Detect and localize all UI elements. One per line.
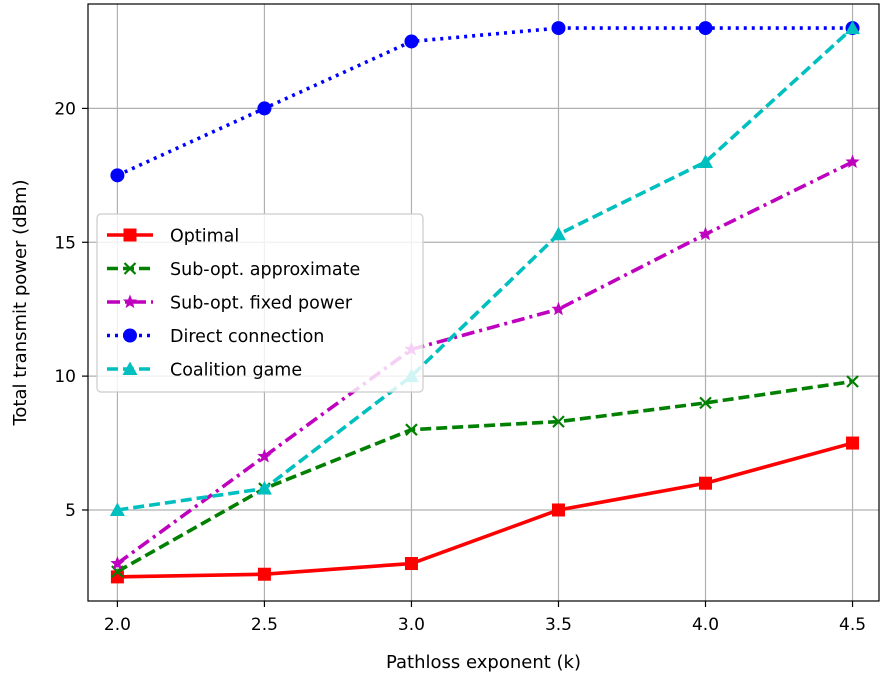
series-optimal <box>110 436 860 584</box>
legend-label: Optimal <box>170 227 239 247</box>
legend-label: Direct connection <box>170 327 324 347</box>
data-point <box>257 567 271 581</box>
data-point <box>404 557 418 571</box>
data-point <box>405 423 418 436</box>
data-point <box>845 20 861 35</box>
data-point <box>550 226 566 241</box>
legend-label: Coalition game <box>170 361 302 381</box>
data-point <box>551 503 565 517</box>
y-tick-label: 5 <box>65 501 76 521</box>
data-point <box>552 415 565 428</box>
data-point <box>257 448 272 463</box>
legend-item: Sub-opt. approximate <box>107 260 360 280</box>
series-layer <box>109 20 861 584</box>
x-tick-label: 2.0 <box>104 615 131 635</box>
series-line <box>116 160 854 565</box>
data-point <box>110 556 125 570</box>
data-point <box>404 34 419 49</box>
data-point <box>257 101 272 116</box>
x-tick-label: 4.5 <box>839 615 866 635</box>
y-tick-label: 10 <box>54 367 76 387</box>
y-axis-title: Total transmit power (dBm) <box>10 179 31 426</box>
series-line <box>116 379 853 574</box>
x-axis-title: Pathloss exponent (k) <box>386 652 581 673</box>
legend-label: Sub-opt. fixed power <box>170 294 353 314</box>
legend-item: Coalition game <box>107 361 302 381</box>
legend-marker <box>122 361 138 375</box>
y-axis: 5 10 15 20 <box>54 99 88 521</box>
data-point <box>698 154 714 168</box>
legend-label: Sub-opt. approximate <box>170 260 360 280</box>
data-point <box>846 436 860 450</box>
series-sub-opt-approximate <box>111 375 859 578</box>
x-tick-label: 2.5 <box>251 615 278 635</box>
legend-marker <box>123 262 137 275</box>
series-direct-connection <box>110 21 860 183</box>
data-point <box>699 476 713 490</box>
legend-marker <box>123 228 137 242</box>
legend-item: Optimal <box>107 227 239 247</box>
x-tick-label: 4.0 <box>692 615 719 635</box>
data-point <box>551 21 566 36</box>
data-point <box>110 168 125 183</box>
y-tick-label: 20 <box>54 99 76 119</box>
data-point <box>698 21 713 36</box>
y-tick-label: 15 <box>54 233 76 253</box>
data-point <box>846 375 859 388</box>
legend: Optimal Sub-opt. approximate Sub-opt. fixe… <box>96 213 424 393</box>
legend-marker <box>122 294 138 309</box>
legend-marker <box>123 328 137 343</box>
data-point <box>699 396 712 410</box>
x-tick-label: 3.5 <box>545 615 572 635</box>
series-line <box>117 26 854 512</box>
x-axis: 2.0 2.5 3.0 3.5 4.0 4.5 <box>104 601 866 635</box>
plot-frame <box>87 3 880 602</box>
data-point <box>845 154 860 169</box>
data-point <box>698 226 713 241</box>
data-point <box>551 301 566 316</box>
series-line <box>117 441 854 579</box>
data-point <box>256 481 272 495</box>
legend-item: Sub-opt. fixed power <box>107 294 353 314</box>
series-line <box>116 26 853 177</box>
legend-box <box>96 213 424 393</box>
data-point <box>109 502 125 516</box>
x-tick-label: 3.0 <box>398 615 425 635</box>
legend-item: Direct connection <box>107 327 324 347</box>
